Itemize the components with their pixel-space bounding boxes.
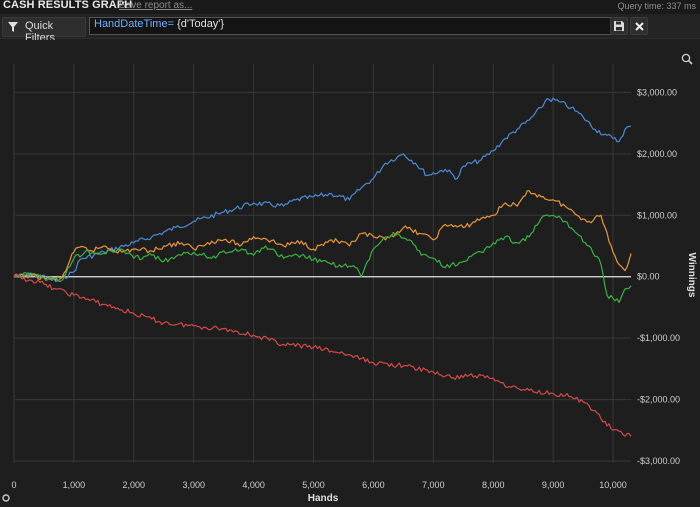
series-line [13, 214, 632, 304]
save-report-link[interactable]: Save report as... [119, 0, 193, 11]
y-tick-label: $0.00 [637, 272, 660, 282]
series-line [13, 274, 632, 437]
series-lines [13, 97, 632, 437]
y-axis-label: Winnings [686, 253, 697, 298]
query-time-label: Query time: 337 ms [617, 1, 696, 11]
filter-bar: Quick Filters HandDateTime= {d'Today'} [0, 14, 700, 44]
quick-filters-button[interactable]: Quick Filters [2, 17, 86, 44]
floppy-disk-icon [614, 21, 624, 31]
x-tick-label: 4,000 [242, 480, 265, 490]
x-axis-label: Hands [308, 493, 339, 504]
chart-background [0, 40, 700, 504]
y-axis-ticks: $3,000.00 $2,000.00 $1,000.00 $0.00 -$1,000.… [637, 87, 680, 466]
x-tick-label: 7,000 [422, 480, 445, 490]
magnifier-handle [688, 60, 693, 65]
x-tick-label: 5,000 [302, 480, 325, 490]
x-tick-label: 2,000 [123, 480, 146, 490]
page-title: CASH RESULTS GRAPH [3, 0, 133, 11]
clear-filter-button[interactable] [630, 17, 648, 35]
x-tick-label: 0 [11, 480, 16, 490]
x-tick-label: 3,000 [182, 480, 205, 490]
close-icon [634, 21, 644, 31]
filter-expression-input[interactable]: HandDateTime= {d'Today'} [89, 17, 613, 35]
y-tick-label: -$3,000.00 [637, 456, 680, 466]
chart-gridlines [13, 64, 631, 463]
y-tick-label: -$2,000.00 [637, 395, 680, 405]
cash-results-chart: 0 1,000 2,000 3,000 4,000 5,000 6,000 7,000 8,00… [0, 40, 700, 504]
y-tick-label: $3,000.00 [637, 87, 677, 97]
filter-field-value: {d'Today'} [177, 18, 225, 30]
x-tick-label: 1,000 [63, 480, 86, 490]
save-filter-button[interactable] [610, 17, 628, 35]
x-axis-ticks: 0 1,000 2,000 3,000 4,000 5,000 6,000 7,000 8,00… [11, 480, 626, 490]
x-tick-label: 9,000 [542, 480, 565, 490]
filter-field-name: HandDateTime= [94, 18, 178, 30]
series-line [13, 190, 632, 281]
chart-settings-icon[interactable] [2, 494, 10, 502]
x-tick-label: 6,000 [362, 480, 385, 490]
y-tick-label: $1,000.00 [637, 210, 677, 220]
x-tick-label: 10,000 [599, 480, 627, 490]
gear-icon [2, 494, 10, 502]
y-tick-label: -$1,000.00 [637, 333, 680, 343]
zoom-button[interactable] [681, 53, 693, 65]
y-tick-label: $2,000.00 [637, 149, 677, 159]
filter-funnel-icon [8, 22, 18, 32]
series-line [13, 97, 632, 283]
magnifier-icon [681, 53, 691, 63]
title-bar: CASH RESULTS GRAPH Save report as... Que… [0, 0, 700, 14]
chart-svg: 0 1,000 2,000 3,000 4,000 5,000 6,000 7,000 8,00… [0, 40, 700, 504]
x-tick-label: 8,000 [482, 480, 505, 490]
